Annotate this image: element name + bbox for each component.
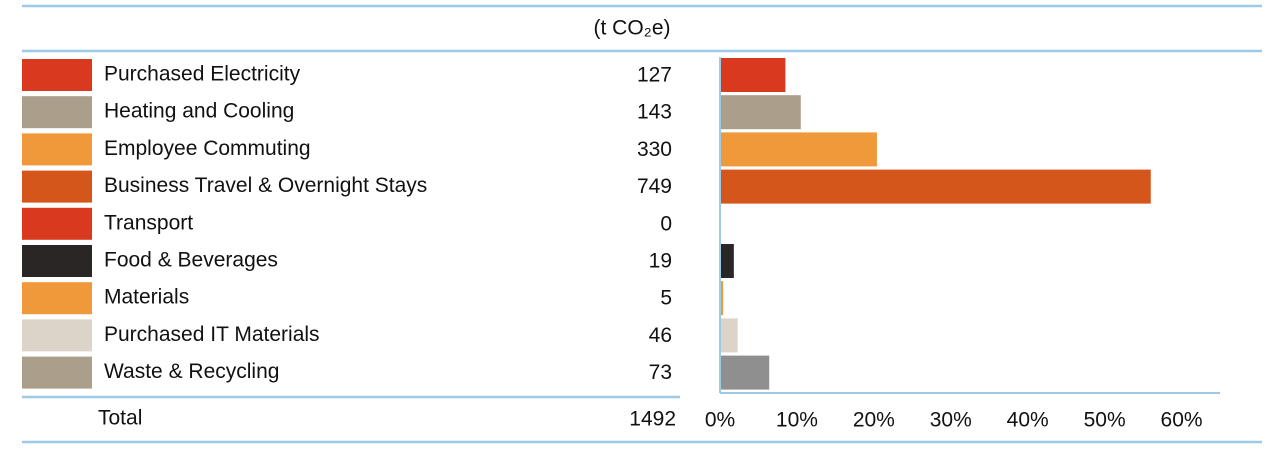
total-value: 1492 [629,408,676,431]
legend-swatch [22,133,92,166]
category-label: Materials [104,286,189,309]
bar [720,281,724,316]
legend-swatch [22,245,92,277]
legend-swatch [22,319,92,352]
amount-value: 5 [660,287,672,310]
x-tick-label: 20% [853,409,895,432]
category-label: Heating and Cooling [104,100,294,123]
category-label: Waste & Recycling [104,360,279,383]
x-tick-label: 40% [1007,409,1049,432]
x-tick-label: 10% [776,409,818,432]
unit-header: (t CO₂e) [594,17,671,40]
category-label: Food & Beverages [104,249,278,272]
bar [720,355,770,390]
legend-swatch [22,356,92,389]
bar [720,58,786,92]
legend-swatch [22,59,92,91]
amount-value: 73 [649,361,672,384]
amount-value: 127 [637,64,672,87]
x-tick-label: 30% [930,409,972,432]
legend-swatch [22,170,92,203]
amount-value: 0 [660,212,672,235]
x-tick-label: 50% [1084,409,1126,432]
legend-swatch [22,207,92,240]
amount-value: 749 [637,175,672,198]
bar [720,169,1151,204]
total-label: Total [98,407,142,430]
bar [720,132,877,167]
category-label: Transport [104,211,193,234]
category-label: Purchased IT Materials [104,323,320,346]
bar [720,318,738,353]
category-label: Employee Commuting [104,137,311,160]
legend-swatch [22,282,92,315]
bar [720,95,801,130]
amount-value: 330 [637,138,672,161]
amount-value: 19 [649,250,672,273]
amount-value: 46 [649,324,672,347]
bar [720,244,734,278]
category-label: Business Travel & Overnight Stays [104,174,427,197]
x-tick-label: 0% [705,409,735,432]
x-tick-label: 60% [1161,409,1203,432]
amount-value: 143 [637,101,672,124]
category-label: Purchased Electricity [104,63,301,86]
legend-swatch [22,96,92,129]
